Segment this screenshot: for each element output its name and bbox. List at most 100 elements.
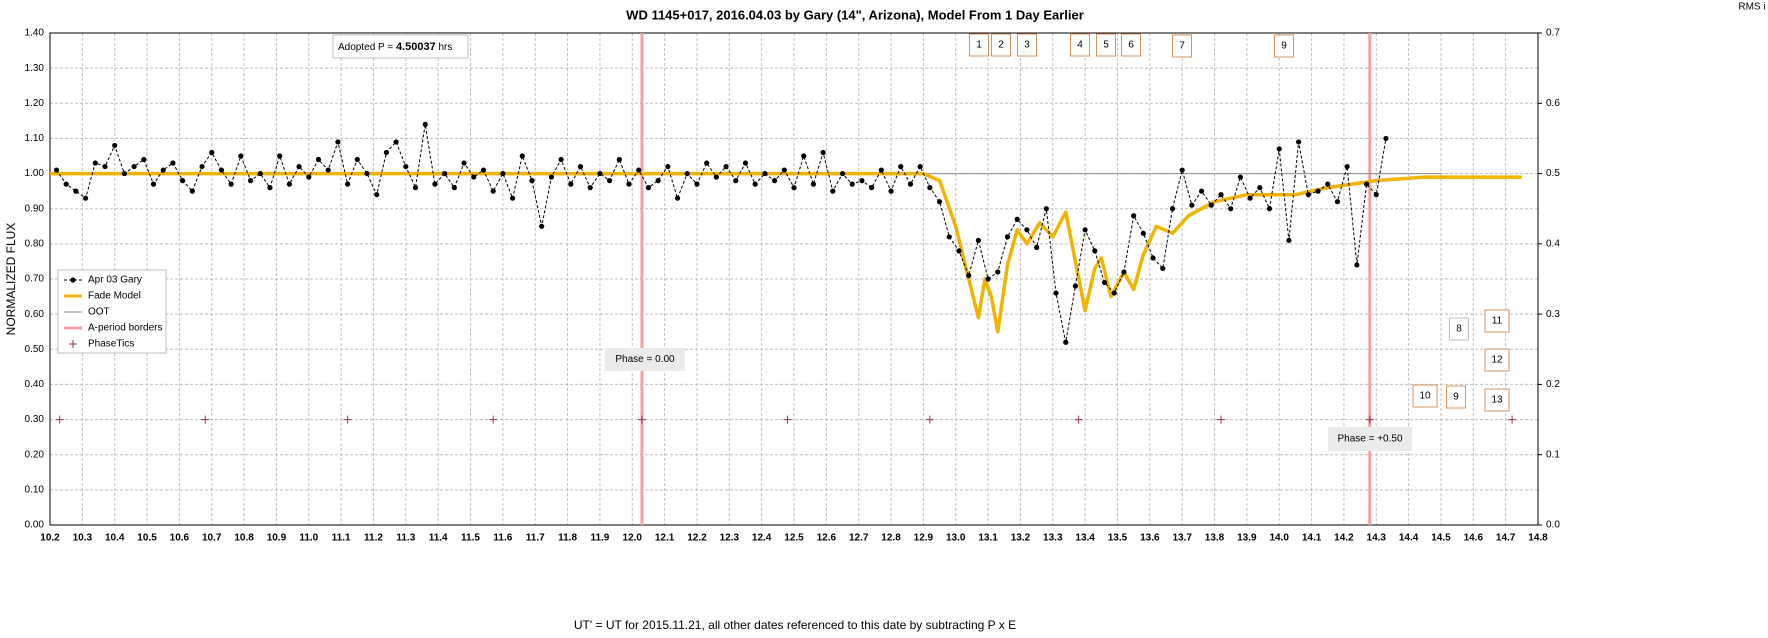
dip-label-box	[1121, 33, 1141, 57]
data-point	[1286, 237, 1292, 243]
data-point	[548, 174, 554, 180]
dip-label-box	[991, 33, 1011, 57]
data-point	[315, 156, 322, 163]
y-tick-label: 1.40	[25, 28, 45, 39]
data-point	[878, 167, 884, 173]
data-point	[1082, 227, 1088, 233]
data-point	[63, 181, 69, 187]
data-point	[568, 181, 574, 187]
x-tick-label: 13.0	[946, 533, 966, 544]
data-point	[830, 188, 836, 194]
data-point	[1198, 188, 1205, 194]
data-point	[345, 181, 351, 187]
data-point	[636, 167, 642, 173]
data-point	[218, 167, 225, 173]
y-tick-label: 0.10	[25, 484, 45, 495]
x-tick-label: 14.0	[1269, 533, 1289, 544]
data-point	[257, 170, 263, 177]
dip-label-box	[1172, 34, 1192, 58]
data-point	[762, 170, 768, 177]
x-tick-label: 11.4	[429, 533, 448, 544]
phase-tic	[1508, 415, 1517, 424]
dip-label-box	[1096, 33, 1116, 57]
plot-frame	[49, 32, 1539, 526]
dip-label-box	[1449, 317, 1469, 341]
dip-label-box	[1274, 34, 1294, 58]
data-point	[92, 160, 98, 166]
data-point	[597, 170, 603, 177]
data-point	[869, 185, 875, 191]
data-point	[180, 178, 186, 184]
data-point	[1373, 192, 1379, 198]
data-point	[1334, 199, 1341, 205]
y-tick-label: 0.60	[25, 309, 45, 320]
data-point	[393, 139, 399, 145]
phase-tic	[489, 415, 498, 424]
x-tick-label: 10.7	[202, 533, 222, 544]
data-point	[1063, 339, 1069, 345]
phase-label: Phase = 0.00	[615, 354, 675, 365]
data-point	[141, 156, 147, 163]
dip-label-box	[1412, 384, 1438, 408]
data-point	[849, 181, 855, 187]
y2-tick-label: 0.1	[1546, 449, 1560, 460]
y-tick-label: 0.30	[25, 414, 45, 425]
data-point	[927, 185, 933, 191]
y-tick-label: 1.30	[25, 63, 45, 74]
data-point	[1131, 213, 1137, 219]
data-point	[820, 149, 826, 156]
data-point	[480, 167, 487, 173]
x-tick-label: 10.8	[234, 533, 254, 544]
data-point	[471, 174, 477, 180]
data-point	[102, 163, 108, 170]
y2-axis-label: RMS i	[1738, 2, 1765, 13]
data-point	[558, 156, 564, 163]
data-point	[1218, 192, 1224, 198]
data-point	[267, 185, 273, 191]
dip-label: 3	[1024, 40, 1030, 51]
data-point	[1305, 192, 1311, 198]
data-line	[56, 124, 1387, 343]
data-point	[461, 160, 467, 166]
data-point	[451, 185, 457, 191]
adopted-part: Adopted P =	[338, 42, 393, 53]
phase-tic	[55, 415, 64, 424]
data-point	[1053, 290, 1059, 296]
data-point	[1150, 255, 1156, 261]
y2-tick-label: 0.2	[1546, 379, 1560, 390]
x-tick-label: 14.1	[1302, 533, 1322, 544]
data-point	[286, 181, 292, 187]
phase-tic	[201, 415, 210, 424]
data-point	[742, 160, 749, 166]
y-tick-label: 0.80	[25, 238, 45, 249]
dip-label: 7	[1179, 41, 1185, 52]
data-point	[1043, 206, 1049, 212]
data-point	[975, 237, 981, 243]
model-line	[50, 171, 1522, 334]
data-point	[1266, 206, 1273, 212]
dip-label: 9	[1281, 41, 1287, 52]
data-point	[412, 185, 419, 191]
chart-title: WD 1145+017, 2016.04.03 by Gary (14", Ar…	[626, 7, 1084, 22]
data-point	[1383, 135, 1389, 142]
data-point	[199, 163, 205, 170]
x-tick-label: 12.6	[817, 533, 837, 544]
data-point	[442, 170, 448, 177]
data-point	[539, 223, 545, 229]
data-point	[73, 188, 79, 194]
data-point	[859, 178, 865, 184]
x-tick-label: 10.3	[73, 533, 93, 544]
dip-label: 4	[1077, 40, 1083, 51]
data-point	[684, 170, 690, 177]
data-point	[1034, 244, 1040, 250]
data-point	[121, 170, 127, 177]
data-point	[82, 195, 89, 201]
legend-label: A-period borders	[88, 323, 162, 334]
phase-tic	[1365, 415, 1374, 424]
x-tick-label: 10.5	[137, 533, 157, 544]
data-point	[432, 181, 438, 187]
data-point	[1140, 230, 1146, 236]
data-point	[577, 163, 584, 170]
legend-swatch	[70, 277, 76, 283]
data-point	[713, 174, 719, 180]
